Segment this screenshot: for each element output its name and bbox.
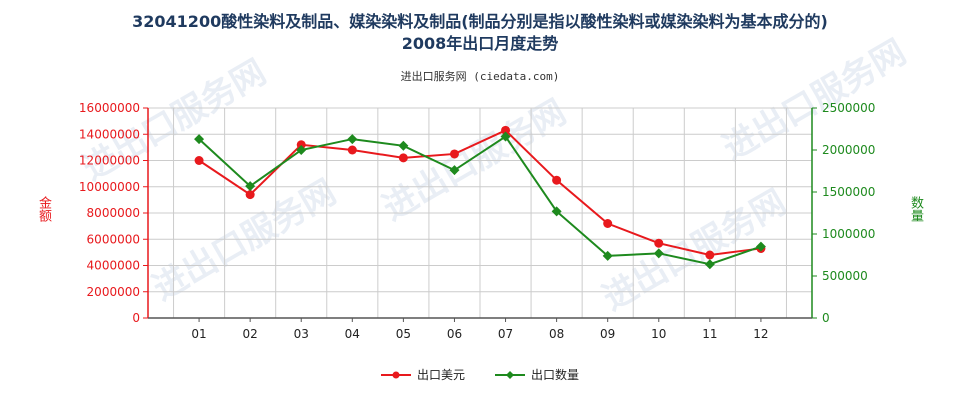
data-point-series-2 (347, 134, 358, 145)
data-point-series-1 (552, 175, 562, 185)
x-tick-label: 11 (702, 327, 717, 341)
series-line-2 (198, 135, 762, 266)
data-point-series-2 (194, 134, 205, 145)
data-point-series-2 (245, 181, 256, 192)
data-point-series-2 (296, 145, 307, 155)
legend-item-series-2: 出口数量 (495, 366, 579, 383)
y-tick-label-left: 10000000 (79, 180, 140, 194)
data-point-series-2 (500, 131, 511, 142)
legend-marker-red (380, 371, 411, 378)
y-axis-label-left: 金额 (36, 196, 51, 222)
data-point-series-2 (653, 248, 664, 259)
data-point-series-1 (347, 145, 357, 155)
x-tick-label: 06 (447, 327, 462, 341)
data-point-series-2 (602, 250, 613, 261)
y-tick-label-left: 6000000 (87, 232, 140, 246)
legend: 出口美元 出口数量 (0, 366, 960, 383)
data-point-series-1 (194, 156, 204, 165)
y-tick-label-left: 4000000 (87, 259, 140, 273)
x-tick-label: 05 (396, 327, 411, 341)
data-point-series-1 (245, 190, 255, 200)
watermark-text-4: 进出口服务网 (76, 52, 273, 189)
data-point-series-1 (705, 250, 715, 260)
legend-label-series-1: 出口美元 (416, 368, 465, 382)
legend-item-series-1: 出口美元 (380, 366, 465, 383)
data-point-series-2 (398, 140, 409, 151)
y-tick-label-right: 0 (822, 311, 830, 325)
y-tick-label-right: 500000 (822, 269, 868, 283)
data-point-series-1 (654, 238, 664, 248)
x-tick-label: 08 (549, 327, 564, 341)
y-tick-label-left: 14000000 (79, 127, 140, 141)
x-tick-label: 01 (191, 327, 206, 341)
y-tick-label-left: 0 (132, 311, 140, 325)
data-point-series-2 (551, 206, 562, 217)
data-point-series-1 (603, 219, 613, 228)
watermark-text-1: 进出口服务网 (146, 172, 343, 309)
y-tick-label-right: 1500000 (822, 185, 875, 199)
y-tick-label-left: 16000000 (79, 101, 140, 115)
legend-marker-green (495, 370, 525, 379)
x-tick-label: 12 (753, 327, 768, 341)
x-tick-label: 07 (498, 327, 513, 341)
y-tick-label-right: 2500000 (822, 101, 875, 115)
x-tick-label: 02 (243, 327, 258, 341)
legend-label-series-2: 出口数量 (531, 368, 580, 382)
data-point-series-1 (296, 140, 306, 150)
y-tick-label-right: 2000000 (822, 143, 875, 157)
y-tick-label-right: 1000000 (822, 227, 875, 241)
watermark-text-5: 进出口服务网 (716, 32, 913, 169)
y-tick-label-left: 12000000 (79, 154, 140, 168)
chart-title-line2: 2008年出口月度走势 (401, 34, 559, 53)
data-point-series-1 (398, 153, 408, 163)
x-tick-label: 03 (294, 327, 309, 341)
x-tick-label: 04 (345, 327, 360, 341)
data-point-series-1 (501, 125, 511, 135)
y-tick-label-left: 8000000 (87, 206, 140, 220)
data-point-series-2 (755, 241, 766, 252)
y-tick-label-left: 2000000 (87, 285, 140, 299)
series-line-1 (198, 129, 762, 257)
x-tick-label: 10 (651, 327, 666, 341)
data-point-series-2 (449, 165, 460, 176)
chart-title-line1: 32041200酸性染料及制品、媒染染料及制品(制品分别是指以酸性染料或媒染染料… (132, 12, 828, 31)
data-point-series-1 (449, 149, 459, 159)
data-point-series-2 (704, 259, 715, 270)
x-tick-label: 09 (600, 327, 615, 341)
source-text: 进出口服务网 (ciedata.com) (400, 70, 560, 83)
y-axis-label-right: 数量 (908, 196, 923, 222)
